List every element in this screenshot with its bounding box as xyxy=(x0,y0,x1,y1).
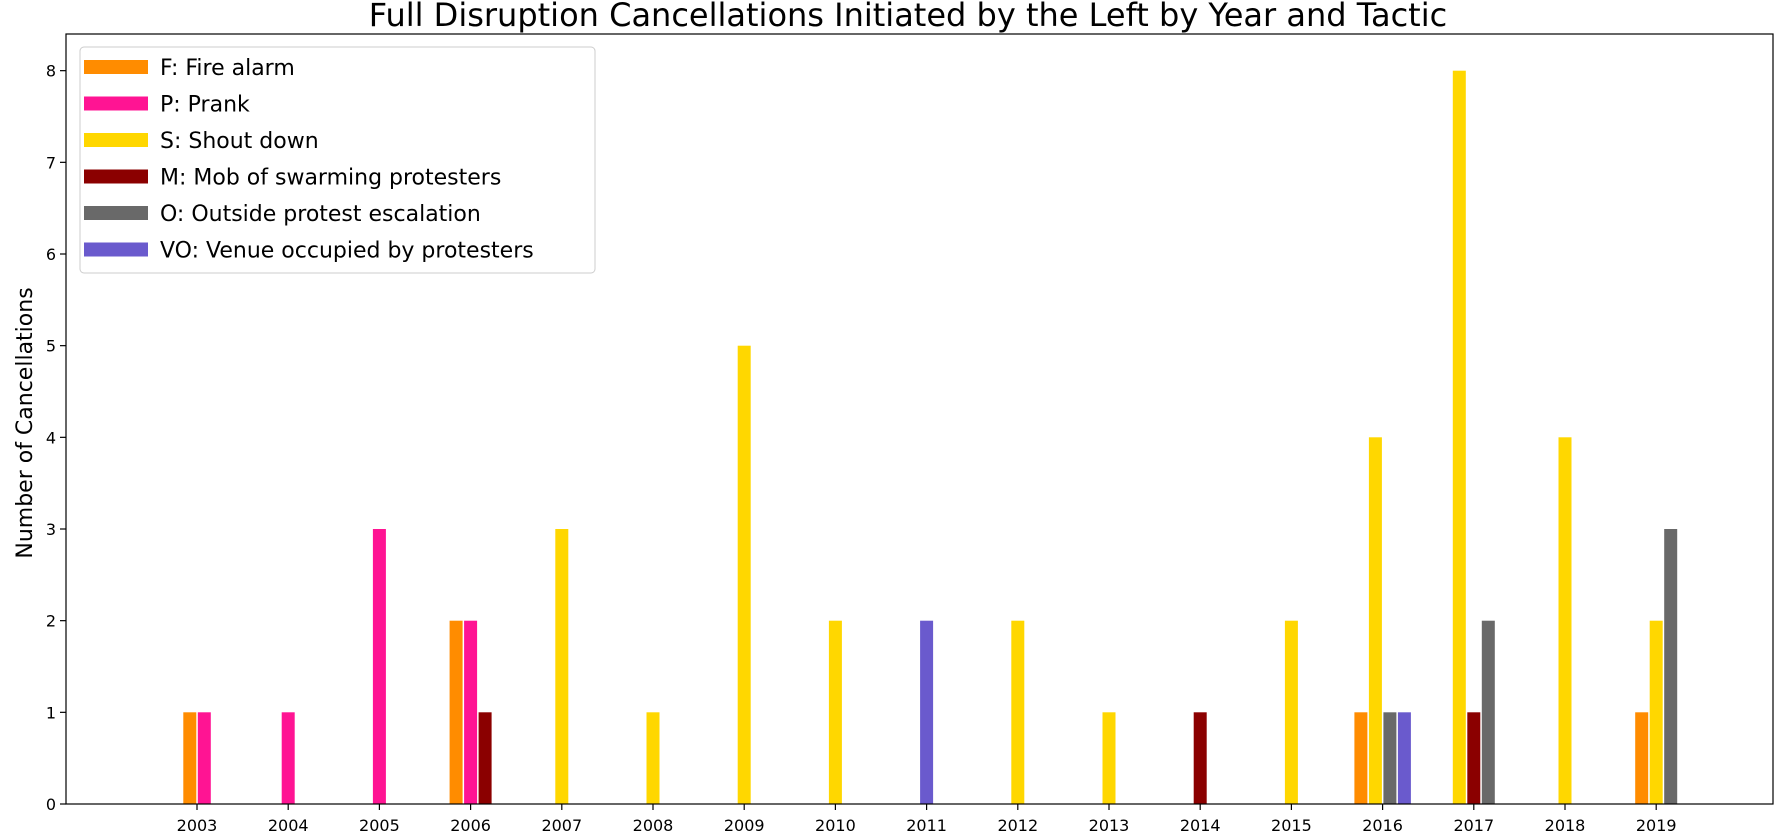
legend-label: O: Outside protest escalation xyxy=(160,202,481,227)
y-tick-label: 4 xyxy=(46,428,56,447)
x-tick-label: 2014 xyxy=(1180,816,1221,835)
bar-2015-2 xyxy=(1284,620,1298,804)
x-tick-label: 2011 xyxy=(906,816,947,835)
bar-2006-3 xyxy=(478,712,492,804)
legend-swatch xyxy=(84,96,148,111)
bar-2019-4 xyxy=(1664,529,1678,804)
legend-label: S: Shout down xyxy=(160,129,319,154)
bar-2012-2 xyxy=(1011,620,1025,804)
x-tick-label: 2013 xyxy=(1089,816,1130,835)
bar-2011-5 xyxy=(920,620,934,804)
bar-2008-2 xyxy=(646,712,660,804)
bar-2006-1 xyxy=(464,620,478,804)
x-tick-label: 2008 xyxy=(633,816,674,835)
plot-frame xyxy=(65,33,1774,805)
legend-box xyxy=(79,46,596,274)
legend-label: P: Prank xyxy=(160,93,250,118)
bar-2014-3 xyxy=(1193,712,1207,804)
y-tick-label: 6 xyxy=(46,245,56,264)
bar-2013-2 xyxy=(1102,712,1116,804)
x-tick-label: 2005 xyxy=(359,816,400,835)
y-tick-label: 2 xyxy=(46,612,56,631)
y-tick-label: 1 xyxy=(46,703,56,722)
bar-2004-1 xyxy=(281,712,295,804)
y-tick-label: 5 xyxy=(46,337,56,356)
bars-group xyxy=(183,70,1678,804)
x-tick-label: 2004 xyxy=(268,816,309,835)
y-tick-label: 7 xyxy=(46,153,56,172)
bar-2016-0 xyxy=(1354,712,1368,804)
bar-2017-4 xyxy=(1481,620,1495,804)
x-axis: 2003 2004 2005 2006 2007 2008 2009 2010 2011 2012… xyxy=(177,804,1677,835)
x-tick-label: 2018 xyxy=(1545,816,1586,835)
bar-2009-2 xyxy=(737,345,751,804)
bar-2017-2 xyxy=(1452,70,1466,804)
bar-2016-5 xyxy=(1397,712,1411,804)
bar-2017-3 xyxy=(1467,712,1481,804)
bar-2003-1 xyxy=(197,712,211,804)
x-tick-label: 2015 xyxy=(1271,816,1312,835)
bar-2016-2 xyxy=(1368,437,1382,804)
bar-2007-2 xyxy=(555,529,569,804)
legend-label: F: Fire alarm xyxy=(160,56,295,81)
bar-2005-1 xyxy=(372,529,386,804)
y-axis-title: Number of Cancellations xyxy=(13,287,38,558)
x-tick-label: 2017 xyxy=(1453,816,1494,835)
x-tick-label: 2003 xyxy=(177,816,218,835)
x-tick-label: 2010 xyxy=(815,816,856,835)
bar-2019-0 xyxy=(1635,712,1649,804)
x-tick-label: 2016 xyxy=(1362,816,1403,835)
y-tick-label: 0 xyxy=(46,795,56,814)
x-tick-label: 2007 xyxy=(541,816,582,835)
x-tick-label: 2006 xyxy=(450,816,491,835)
bar-2018-2 xyxy=(1558,437,1572,804)
bar-2016-4 xyxy=(1383,712,1397,804)
legend-swatch xyxy=(84,206,148,220)
bar-2006-0 xyxy=(449,620,463,804)
bar-2010-2 xyxy=(828,620,842,804)
legend-label: M: Mob of swarming protesters xyxy=(160,166,501,191)
x-tick-label: 2009 xyxy=(724,816,765,835)
legend: F: Fire alarm P: Prank S: Shout down M: Mob… xyxy=(79,46,596,274)
x-tick-label: 2012 xyxy=(997,816,1038,835)
bar-2003-0 xyxy=(183,712,197,804)
bar-2019-2 xyxy=(1649,620,1663,804)
y-tick-label: 8 xyxy=(46,62,56,81)
legend-swatch xyxy=(84,242,148,257)
legend-swatch xyxy=(84,60,148,74)
legend-swatch xyxy=(84,133,148,147)
chart-title: Full Disruption Cancellations Initiated … xyxy=(369,0,1447,34)
y-axis: 0 1 2 3 4 5 6 7 8 xyxy=(46,62,66,814)
legend-label: VO: Venue occupied by protesters xyxy=(160,239,534,264)
y-tick-label: 3 xyxy=(46,520,56,539)
x-tick-label: 2019 xyxy=(1636,816,1677,835)
legend-swatch xyxy=(84,169,148,184)
